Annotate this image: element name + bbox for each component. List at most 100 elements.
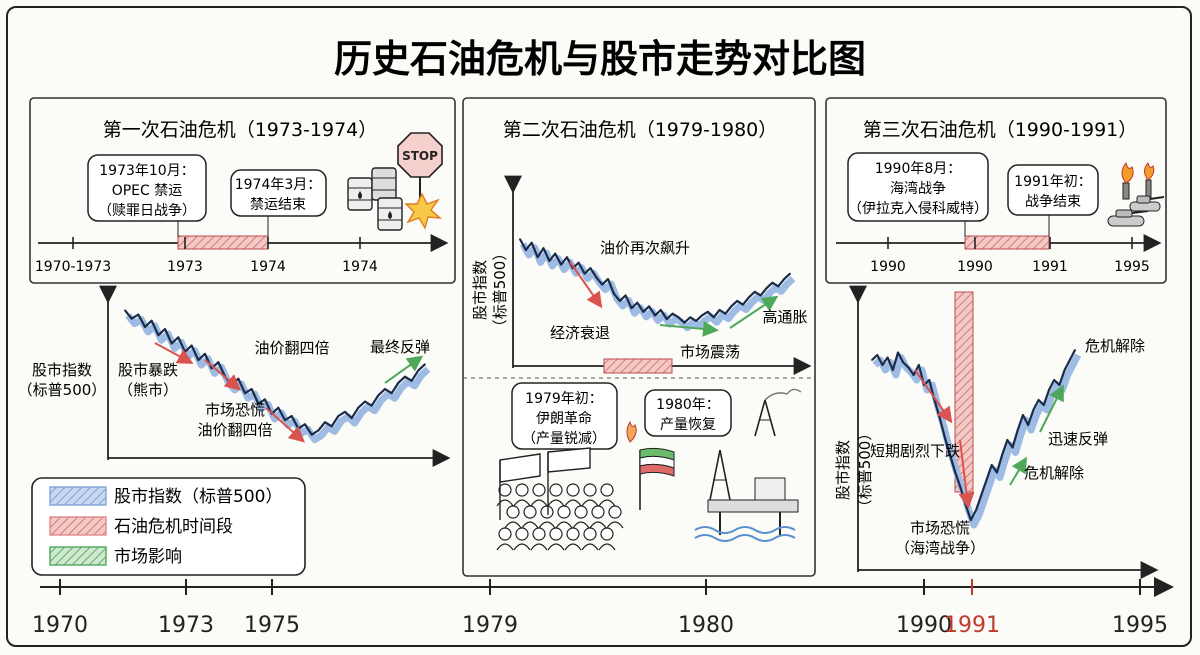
panel1-chart-point-43: [410, 379, 413, 382]
panel3-chart-point-27: [1011, 446, 1014, 449]
panel3-chart-point-24: [996, 471, 998, 474]
panel2-chart-point-20: [636, 301, 639, 304]
panel1-annotation-2-line-1: 油价翻四倍: [197, 421, 272, 439]
panel2-chart-point-17: [618, 300, 621, 302]
panel1-chart-point-6: [164, 328, 166, 330]
panel2-chart-point-32: [706, 310, 709, 313]
panel1-chart-point-35: [357, 406, 360, 409]
panel2-chart-point-24: [659, 309, 662, 311]
legend-swatch-1: [49, 516, 107, 536]
legend-swatch-0: [49, 486, 107, 506]
panel3-ylabel-line-1: （标普500）: [856, 426, 874, 515]
panel1-timeline-tick-label-3: 1974: [342, 259, 378, 275]
legend-swatch-2: [49, 546, 107, 566]
panel2-event1-line-0: 1979年初：: [525, 390, 603, 407]
panel3-chart-point-18: [964, 504, 967, 506]
oil-rig-icon: [694, 449, 799, 542]
panel2-chart-point-23: [654, 314, 656, 317]
panel1-event2-line-0: 1974年3月：: [235, 177, 322, 193]
panel3-event2-box: [1007, 164, 1099, 216]
panel3-chart-point-33: [1042, 404, 1045, 406]
panel2-chart-point-16: [613, 292, 615, 295]
panel2-event2-box: [644, 389, 732, 437]
panel2-chart-point-44: [777, 285, 780, 288]
panel2-chart-point-5: [548, 260, 551, 262]
panel2-chart-point-10: [577, 261, 580, 264]
panel2-drop-arrow: [569, 261, 603, 309]
panel1-chart-point-23: [277, 406, 280, 409]
iran-flag-icon: [639, 447, 675, 510]
panel1-chart-point-41: [397, 381, 400, 384]
panel3-crisis-bar-vertical: [954, 291, 974, 493]
panel2-chart-point-1: [524, 249, 527, 251]
panel2-chart-point-28: [683, 321, 686, 324]
panel2-chart-shade: [519, 242, 796, 332]
svg-text:STOP: STOP: [402, 149, 438, 163]
page-title: 历史石油危机与股市走势对比图: [334, 37, 866, 81]
panel1-chart-point-33: [344, 410, 346, 413]
panel1-chart-point-14: [217, 361, 220, 364]
bottom-tick-label-7: 1995: [1112, 613, 1168, 638]
panel1-chart-point-10: [190, 344, 193, 347]
panel2-chart-point-22: [648, 305, 651, 308]
panel3-drop-arrow-2: [958, 439, 975, 509]
panel3-chart-point-26: [1006, 439, 1009, 441]
panel2-chart-point-25: [665, 318, 668, 320]
panel1-annotation-1: 油价翻四倍: [254, 339, 329, 357]
panel1-event1-line-1: OPEC 禁运: [112, 183, 183, 199]
panel1-chart-point-13: [210, 367, 213, 370]
panel1-ylabel-line-0: 股市指数: [32, 361, 92, 379]
panel3-chart-point-36: [1058, 384, 1061, 386]
panel1-chart-point-25: [290, 415, 293, 417]
panel3-chart-point-35: [1053, 379, 1056, 381]
panel1-chart-point-29: [317, 429, 320, 432]
panel1-chart-point-18: [244, 392, 246, 395]
panel1-annotation-0-line-0: 股市暴跌: [118, 361, 178, 379]
panel2-title: 第二次石油危机（1979-1980）: [503, 119, 778, 141]
legend-label-1: 石油危机时间段: [114, 517, 233, 537]
panel2-box: [462, 97, 816, 577]
panel2-rise-arrow: [729, 295, 779, 329]
panel1-chart-series-line: [124, 309, 426, 436]
panel1-ylabel-line-1: （标普500）: [18, 381, 107, 399]
panel1-chart-point-5: [157, 334, 160, 337]
panel1-annotation-3: 最终反弹: [370, 338, 430, 356]
panel2-chart-point-6: [554, 252, 557, 255]
legend-label-0: 股市指数（标普500）: [114, 487, 282, 507]
panel3-chart-point-39: [1074, 349, 1076, 351]
panel3-chart-point-13: [938, 416, 941, 419]
panel2-chart-point-19: [630, 307, 633, 310]
panel1-timeline-tick-label-1: 1973: [167, 259, 203, 275]
panel2-chart-point-27: [677, 316, 680, 319]
panel2-chart-point-34: [718, 309, 721, 311]
panel3-chart-point-9: [917, 364, 920, 366]
panel2-chart-point-26: [671, 312, 674, 315]
panel1-title: 第一次石油危机（1973-1974）: [103, 119, 378, 141]
panel2-chart-point-12: [589, 267, 592, 270]
panel2-chart-point-38: [742, 303, 744, 306]
panel3-event1-line-1: 海湾战争: [890, 180, 946, 197]
panel3-chart-point-8: [912, 374, 915, 376]
panel2-chart-point-21: [642, 310, 645, 313]
panel3-box: [825, 97, 1167, 284]
panel2-chart-point-18: [624, 294, 627, 297]
panel2-chart-point-11: [583, 272, 586, 275]
panel1-chart-point-31: [330, 425, 333, 428]
panel1-chart-point-9: [184, 350, 186, 353]
panel3-chart-point-23: [990, 464, 993, 466]
panel3-chart-point-30: [1027, 424, 1030, 426]
panel2-event2-line-0: 1980年：: [656, 397, 720, 413]
fire-icon: [626, 420, 637, 443]
panel2-chart-point-8: [566, 256, 568, 259]
tank-icon: [1107, 195, 1165, 227]
bottom-tick-label-3: 1979: [462, 613, 518, 638]
panel1-chart-point-8: [177, 336, 180, 339]
panel2-chart-point-45: [783, 278, 786, 280]
panel1-chart-point-0: [124, 309, 126, 312]
panel3-annotation-0: 短期剧烈下跌: [870, 442, 960, 460]
panel1-rebound-arrow: [384, 355, 424, 384]
panel1-chart-point-27: [304, 423, 306, 426]
panel1-chart-point-4: [150, 319, 153, 322]
panel1-event2-line-1: 禁运结束: [250, 197, 306, 213]
